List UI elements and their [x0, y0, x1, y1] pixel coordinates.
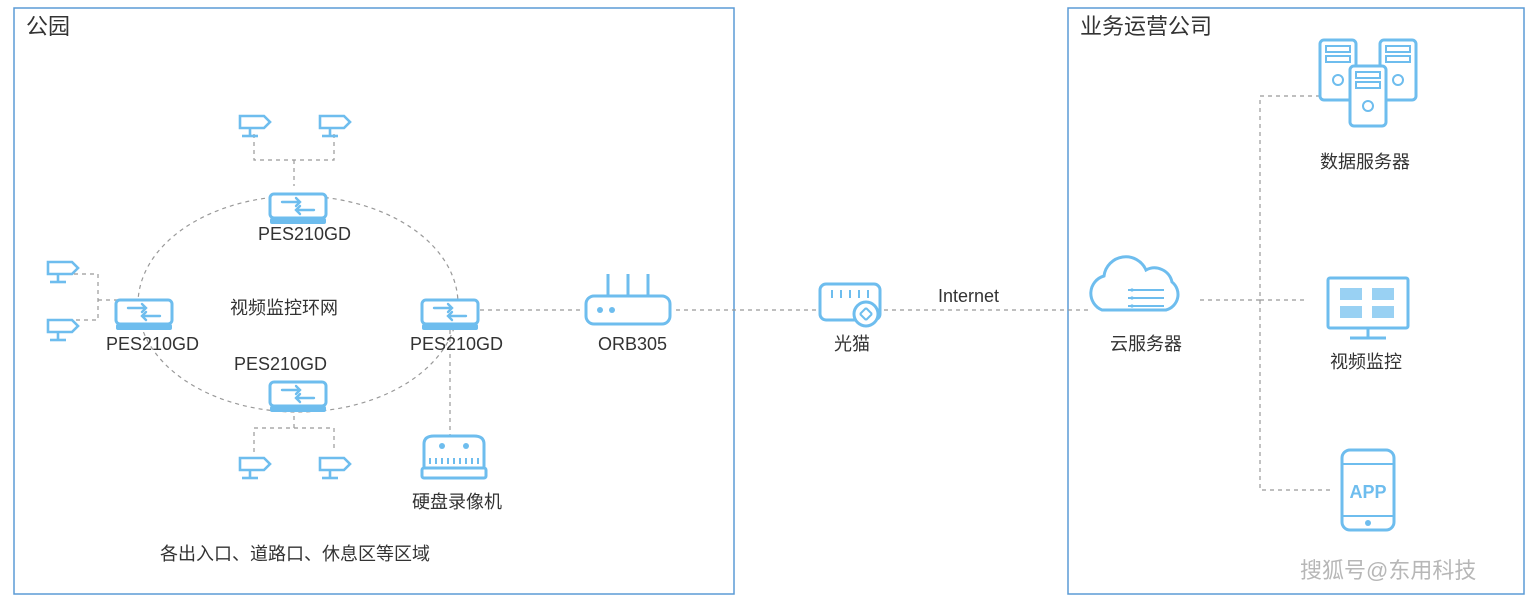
- router-label: ORB305: [598, 334, 667, 354]
- cloud-icon: [1091, 257, 1178, 310]
- edge-0: [254, 134, 334, 160]
- modem-icon: [820, 284, 880, 326]
- sw_top-icon: [270, 194, 326, 224]
- dvr-label: 硬盘录像机: [412, 492, 502, 512]
- app-icon: APP: [1342, 450, 1394, 530]
- video_mon-label: 视频监控: [1330, 352, 1402, 372]
- edge-12: [1260, 300, 1332, 490]
- watermark-label: 搜狐号@东用科技: [1300, 558, 1476, 583]
- dataserver-label: 数据服务器: [1320, 152, 1410, 172]
- switch_bottom-label: PES210GD: [234, 354, 327, 374]
- cam_b1-icon: [240, 458, 270, 478]
- ring_net-label: 视频监控环网: [230, 298, 338, 318]
- edge-10: [1200, 96, 1332, 300]
- cam_t2-icon: [320, 116, 350, 136]
- edge-4: [74, 274, 98, 320]
- dvr-icon: [422, 436, 486, 478]
- modem-label: 光猫: [834, 334, 870, 354]
- internet-label: Internet: [938, 286, 999, 306]
- cam_b2-icon: [320, 458, 350, 478]
- monitor-icon: [1328, 278, 1408, 338]
- cam_l1-icon: [48, 262, 78, 282]
- cam_l2-icon: [48, 320, 78, 340]
- cam_t1-icon: [240, 116, 270, 136]
- sw_bottom-icon: [270, 382, 326, 412]
- cloud-label: 云服务器: [1110, 334, 1182, 354]
- switch_left-label: PES210GD: [106, 334, 199, 354]
- sw_right-icon: [422, 300, 478, 330]
- company-title: 业务运营公司: [1080, 14, 1212, 39]
- router-icon: [586, 274, 670, 324]
- bottom_caption-label: 各出入口、道路口、休息区等区域: [160, 544, 430, 564]
- svg-text:APP: APP: [1349, 482, 1386, 502]
- sw_left-icon: [116, 300, 172, 330]
- switch_top-label: PES210GD: [258, 224, 351, 244]
- server3-icon: [1350, 66, 1386, 126]
- park-title: 公园: [26, 14, 70, 39]
- switch_right-label: PES210GD: [410, 334, 503, 354]
- edge-2: [254, 428, 334, 452]
